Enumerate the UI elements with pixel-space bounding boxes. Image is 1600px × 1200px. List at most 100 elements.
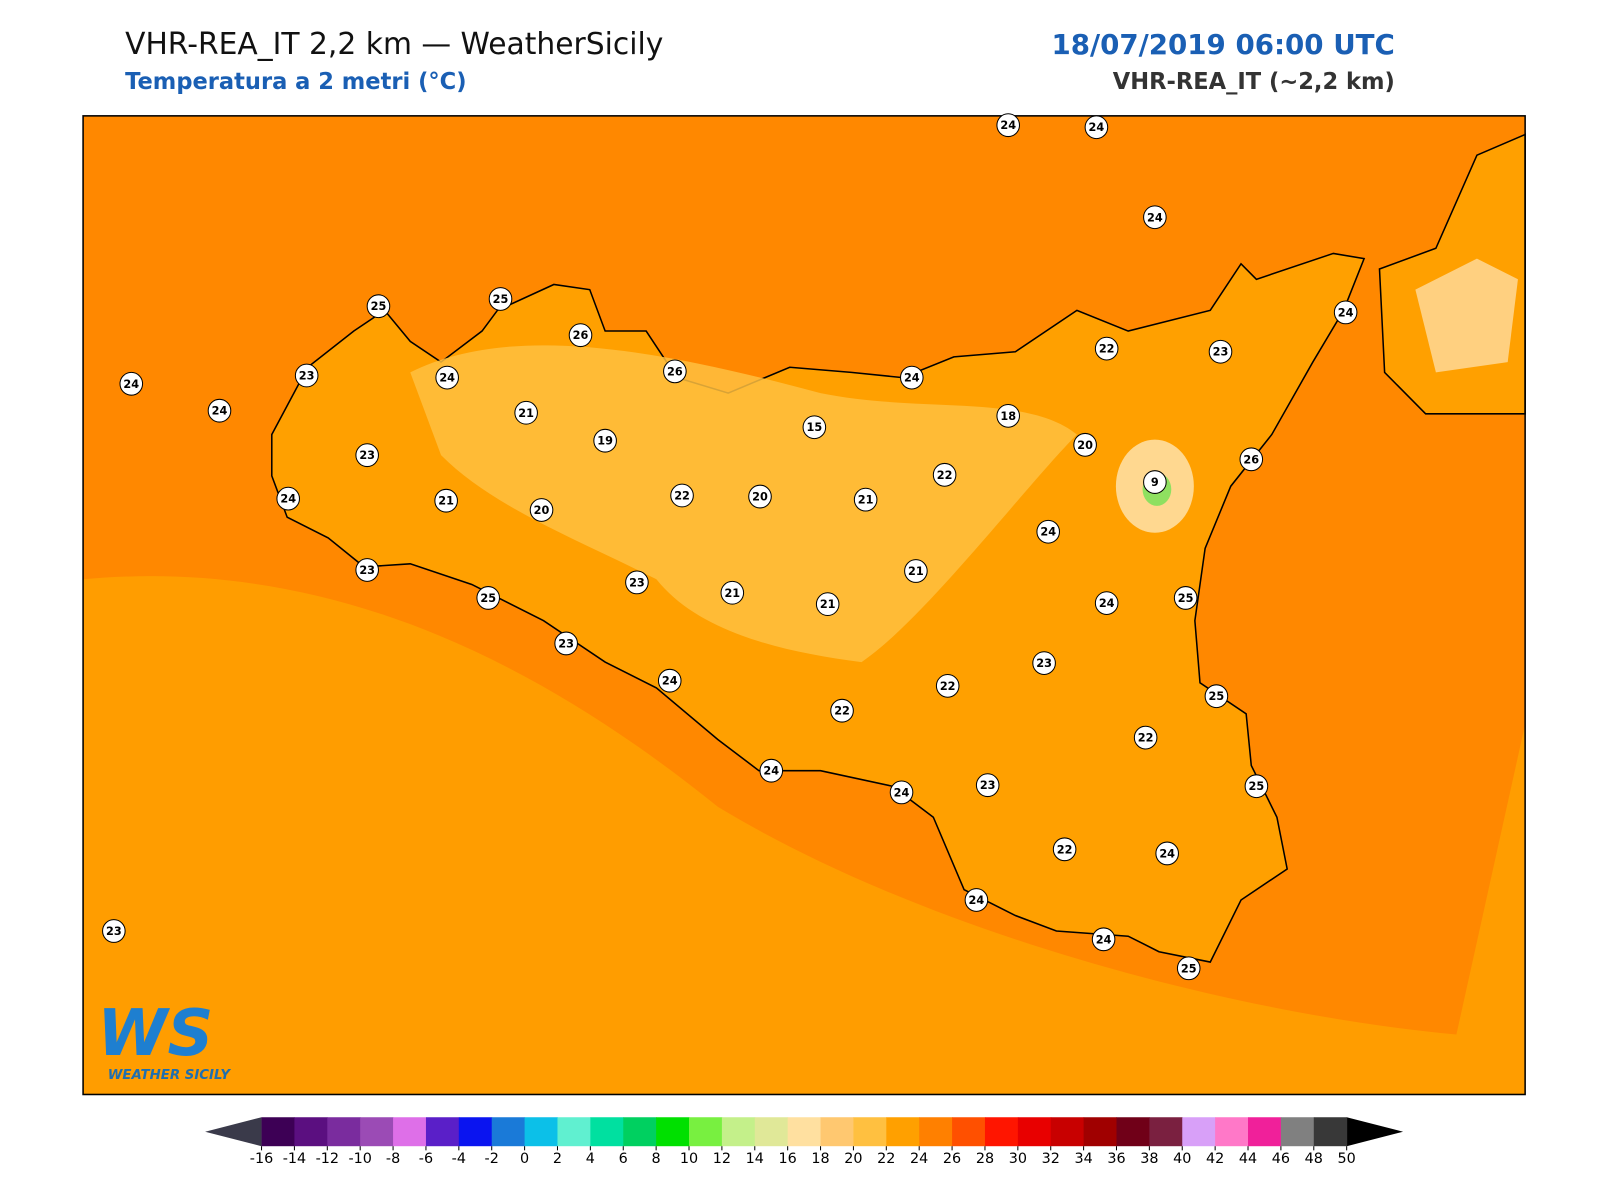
colorbar-tick-label: -14 <box>283 1151 306 1167</box>
station-marker <box>568 323 593 348</box>
station-marker <box>625 570 649 595</box>
station: 22 <box>1052 837 1077 862</box>
colorbar-over <box>1346 1117 1404 1147</box>
map-frame <box>82 115 1526 1096</box>
station: 24 <box>899 365 924 390</box>
logo-name: WEATHER SICILY <box>108 1068 232 1083</box>
colorbar-segment <box>919 1117 953 1147</box>
stations: 24 24 24 25 25 26 24 24 23 24 26 24 22 23 24 21 19 15 18 20… <box>102 113 1358 981</box>
station-marker <box>1094 591 1119 615</box>
station: 23 <box>355 558 379 582</box>
station: 23 <box>625 570 649 595</box>
station-label: 23 <box>980 778 996 792</box>
station: 21 <box>815 592 840 617</box>
station: 20 <box>1073 432 1097 457</box>
station: 22 <box>935 673 960 698</box>
colorbar-tick-label: 38 <box>1140 1151 1158 1167</box>
station-label: 24 <box>1159 846 1175 860</box>
station-label: 23 <box>359 448 375 462</box>
station-marker <box>1091 927 1116 952</box>
station-label: 22 <box>937 468 953 482</box>
colorbar-tick-label: 32 <box>1042 1151 1060 1167</box>
station: 19 <box>593 428 617 453</box>
colorbar-tick-label: -8 <box>386 1151 400 1167</box>
colorbar-segment <box>458 1117 493 1147</box>
station: 23 <box>294 363 319 388</box>
station: 22 <box>1133 725 1158 750</box>
station-label: 24 <box>969 893 985 907</box>
station-marker <box>1052 837 1077 862</box>
station-label: 21 <box>518 406 534 420</box>
colorbar-tick-label: 2 <box>553 1151 562 1167</box>
station-label: 24 <box>1338 305 1354 319</box>
colorbar-segment <box>1280 1117 1315 1147</box>
station-label: 23 <box>359 563 375 577</box>
station: 25 <box>1204 684 1229 709</box>
station-label: 22 <box>674 488 690 502</box>
colorbar-tick-label: -12 <box>316 1151 339 1167</box>
station-label: 23 <box>299 368 315 382</box>
colorbar-tick-label: 10 <box>680 1151 698 1167</box>
station-label: 9 <box>1151 475 1159 489</box>
colorbar-segment <box>425 1117 460 1147</box>
station: 24 <box>1091 927 1116 952</box>
cool-area <box>410 345 1077 663</box>
station: 22 <box>1094 336 1119 361</box>
colorbar-tick-label: 46 <box>1272 1151 1290 1167</box>
station-label: 24 <box>1000 118 1016 132</box>
colorbar-tick-label: 8 <box>652 1151 661 1167</box>
station: 21 <box>514 400 538 425</box>
colorbar-tick-label: 18 <box>811 1151 829 1167</box>
station: 24 <box>1143 205 1167 230</box>
station-label: 20 <box>534 503 550 517</box>
colorbar-tick-label: -10 <box>348 1151 371 1167</box>
station: 24 <box>1094 591 1119 615</box>
station-label: 24 <box>894 785 910 799</box>
station-marker <box>207 398 232 423</box>
station: 24 <box>119 371 144 396</box>
station-label: 21 <box>908 564 924 578</box>
colorbar-tick-label: 22 <box>877 1151 895 1167</box>
station: 24 <box>1155 841 1179 866</box>
colorbar: -16 -14 -12 -10 -8 -6 -4 -2 0 2 4 6 8 10 12 14 16 18 20 22 2… <box>205 1117 1404 1167</box>
station-marker <box>853 487 878 512</box>
colorbar-segment <box>491 1117 526 1147</box>
station-label: 22 <box>1099 342 1115 356</box>
colorbar-segment <box>1017 1117 1052 1147</box>
colorbar-tick-label: 30 <box>1009 1151 1027 1167</box>
station-label: 24 <box>1040 525 1056 539</box>
station-marker <box>554 631 578 656</box>
colorbar-segment <box>787 1117 822 1147</box>
station-marker <box>996 113 1020 138</box>
colorbar-segment <box>952 1117 986 1147</box>
station-label: 25 <box>1178 591 1194 605</box>
station: 25 <box>476 586 500 610</box>
station-marker <box>355 443 379 468</box>
colorbar-segment <box>1182 1117 1216 1147</box>
colorbar-segment <box>1248 1117 1282 1147</box>
station-label: 24 <box>1147 210 1163 224</box>
colorbar-segment <box>754 1117 789 1147</box>
station: 23 <box>554 631 578 656</box>
station: 15 <box>802 415 827 440</box>
station: 25 <box>366 294 391 319</box>
station-marker <box>434 488 458 513</box>
station-marker <box>1133 725 1158 750</box>
colorbar-tick-label: 40 <box>1173 1151 1191 1167</box>
station: 24 <box>435 365 459 390</box>
colorbar-segment <box>557 1117 591 1147</box>
station-marker <box>830 698 854 723</box>
colorbar-segment <box>1083 1117 1118 1147</box>
model: VHR-REA_IT (~2,2 km) <box>1113 69 1395 95</box>
subtitle: Temperatura a 2 metri (°C) <box>125 69 466 95</box>
station-marker <box>932 462 957 487</box>
station-label: 18 <box>1000 409 1016 423</box>
colorbar-tick-label: -2 <box>485 1151 499 1167</box>
colorbar-tick-label: 34 <box>1074 1151 1092 1167</box>
colorbar-tick-label: -4 <box>452 1151 466 1167</box>
station-label: 23 <box>629 575 645 589</box>
colorbar-segment <box>1116 1117 1150 1147</box>
station-marker <box>1173 586 1198 610</box>
station-marker <box>488 287 513 311</box>
station-marker <box>1073 432 1097 457</box>
